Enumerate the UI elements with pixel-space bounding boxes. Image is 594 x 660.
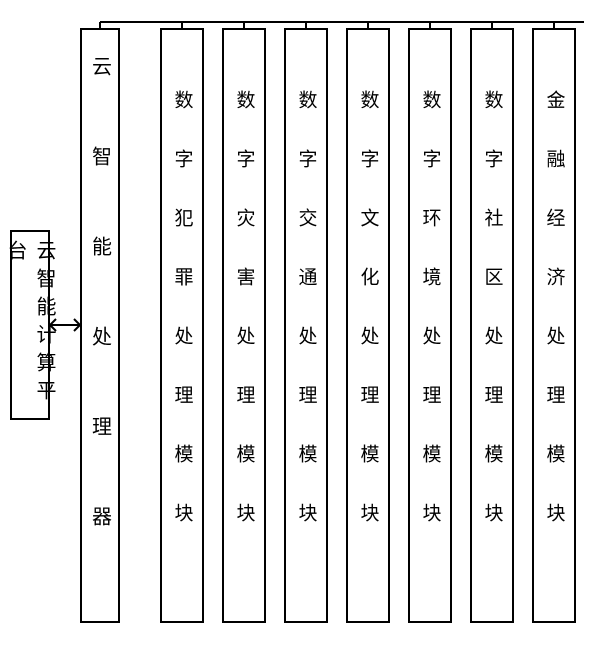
platform-label: 云智能计算平台 — [1, 232, 59, 418]
module-box: 数字灾害处理模块 — [222, 28, 266, 623]
module-box: 金融经济处理模块 — [532, 28, 576, 623]
module-label: 数字交通处理模块 — [293, 72, 320, 580]
module-box: 数字交通处理模块 — [284, 28, 328, 623]
module-box: 数字犯罪处理模块 — [160, 28, 204, 623]
processor-label: 云智能处理器 — [86, 36, 115, 616]
platform-box: 云智能计算平台 — [10, 230, 50, 420]
module-label: 数字灾害处理模块 — [231, 72, 258, 580]
module-box: 数字社区处理模块 — [470, 28, 514, 623]
module-label: 数字社区处理模块 — [479, 72, 506, 580]
module-box: 数字文化处理模块 — [346, 28, 390, 623]
diagram-root: 云智能计算平台 云智能处理器 数字犯罪处理模块 数字灾害处理模块 数字交通处理模块 数… — [10, 10, 584, 650]
module-label: 数字文化处理模块 — [355, 72, 382, 580]
module-label: 数字环境处理模块 — [417, 72, 444, 580]
module-label: 数字犯罪处理模块 — [169, 72, 196, 580]
module-box: 数字环境处理模块 — [408, 28, 452, 623]
processor-box: 云智能处理器 — [80, 28, 120, 623]
module-label: 金融经济处理模块 — [541, 72, 568, 580]
